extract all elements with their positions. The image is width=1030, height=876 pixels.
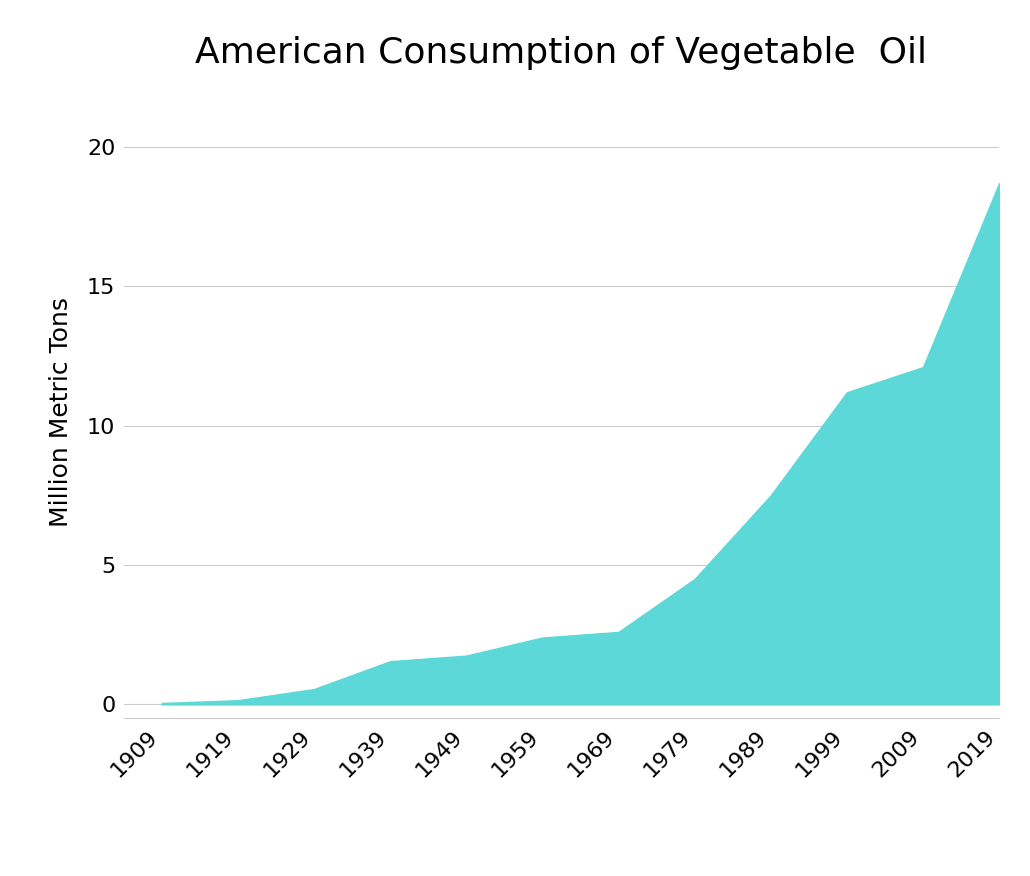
Title: American Consumption of Vegetable  Oil: American Consumption of Vegetable Oil bbox=[196, 37, 927, 70]
Y-axis label: Million Metric Tons: Million Metric Tons bbox=[49, 297, 73, 526]
